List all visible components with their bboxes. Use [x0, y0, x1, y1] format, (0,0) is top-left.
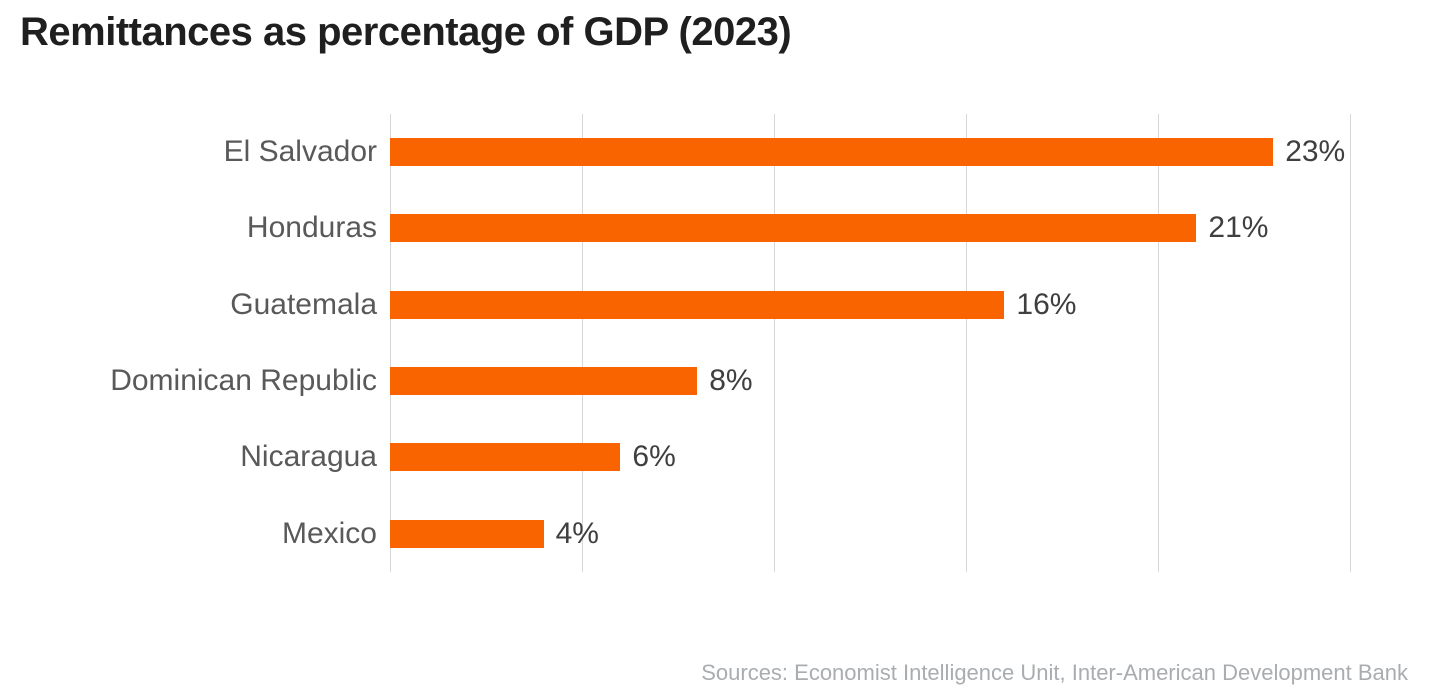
chart-title: Remittances as percentage of GDP (2023) [20, 10, 792, 54]
chart-row: Dominican Republic 8% [0, 343, 1350, 419]
bar [390, 290, 1005, 319]
row-label: Guatemala [230, 287, 377, 321]
row-label: Honduras [246, 211, 377, 245]
bar [390, 367, 698, 396]
value-label: 6% [632, 440, 676, 474]
bar-track: 6% [390, 419, 1350, 495]
gridline [774, 114, 775, 572]
chart-row: El Salvador 23% [0, 114, 1350, 190]
row-label: Nicaragua [240, 440, 377, 474]
value-label: 21% [1208, 211, 1269, 245]
gridline [1158, 114, 1159, 572]
source-note: Sources: Economist Intelligence Unit, In… [701, 660, 1408, 685]
value-label: 16% [1016, 287, 1077, 321]
bar-track: 21% [390, 190, 1350, 266]
chart-row: Nicaragua 6% [0, 419, 1350, 495]
bar-track: 4% [390, 496, 1350, 572]
bar-track: 8% [390, 343, 1350, 419]
chart-row: Honduras 21% [0, 190, 1350, 266]
plot-area [390, 114, 1351, 572]
row-label: Dominican Republic [110, 364, 377, 398]
value-label: 23% [1285, 135, 1346, 169]
value-label: 4% [555, 516, 599, 550]
bar [390, 443, 621, 472]
bar-chart: El Salvador 23% Honduras 21% Guatemala 16% Dom… [0, 114, 1351, 572]
gridline [390, 114, 391, 572]
gridline [1350, 114, 1351, 572]
gridline [582, 114, 583, 572]
bar [390, 214, 1197, 243]
gridline [966, 114, 967, 572]
chart-row: Guatemala 16% [0, 267, 1350, 343]
bar-track: 16% [390, 267, 1350, 343]
value-label: 8% [709, 364, 753, 398]
chart-rows: El Salvador 23% Honduras 21% Guatemala 16% Dom… [0, 114, 1350, 572]
row-label: Mexico [281, 516, 377, 550]
bar [390, 519, 544, 548]
row-label: El Salvador [223, 135, 377, 169]
bar [390, 138, 1274, 167]
chart-row: Mexico 4% [0, 496, 1350, 572]
bar-track: 23% [390, 114, 1350, 190]
